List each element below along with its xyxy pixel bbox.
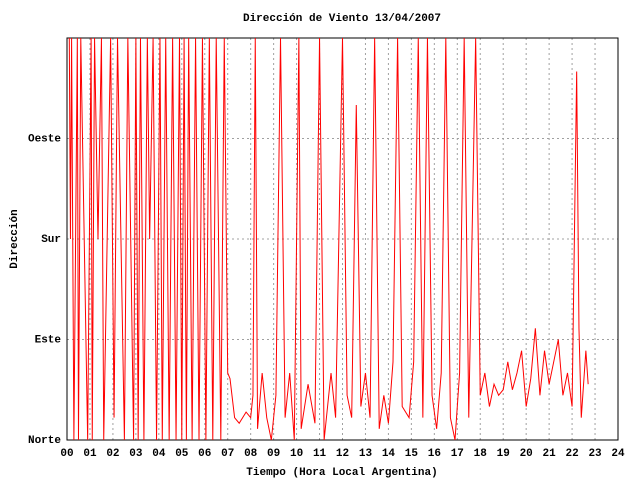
x-tick-label: 02 <box>106 448 119 460</box>
x-tick-label: 07 <box>221 448 234 460</box>
x-tick-label: 09 <box>267 448 280 460</box>
x-tick-label: 12 <box>336 448 349 460</box>
x-tick-label: 11 <box>313 448 327 460</box>
x-tick-label: 04 <box>152 448 166 460</box>
x-tick-label: 14 <box>382 448 396 460</box>
x-tick-label: 22 <box>565 448 578 460</box>
chart-title: Dirección de Viento 13/04/2007 <box>243 13 441 25</box>
x-tick-label: 03 <box>129 448 143 460</box>
y-tick-label: Sur <box>41 234 61 246</box>
x-tick-label: 15 <box>405 448 419 460</box>
y-tick-label: Oeste <box>28 133 61 145</box>
x-tick-label: 19 <box>497 448 510 460</box>
x-tick-label: 06 <box>198 448 211 460</box>
x-axis-label: Tiempo (Hora Local Argentina) <box>246 467 437 479</box>
x-tick-label: 23 <box>588 448 602 460</box>
y-tick-label: Este <box>35 334 62 346</box>
x-tick-label: 16 <box>428 448 441 460</box>
x-tick-label: 05 <box>175 448 189 460</box>
x-tick-label: 18 <box>474 448 488 460</box>
y-axis-label: Dirección <box>9 209 21 268</box>
x-tick-label: 24 <box>611 448 625 460</box>
x-tick-label: 01 <box>83 448 97 460</box>
x-tick-label: 20 <box>520 448 533 460</box>
x-tick-label: 21 <box>543 448 557 460</box>
x-tick-label: 13 <box>359 448 373 460</box>
y-tick-label: Norte <box>28 435 61 447</box>
x-tick-label: 17 <box>451 448 464 460</box>
x-tick-label: 00 <box>60 448 73 460</box>
x-tick-label: 08 <box>244 448 258 460</box>
x-tick-label: 10 <box>290 448 303 460</box>
data-line <box>68 37 589 441</box>
